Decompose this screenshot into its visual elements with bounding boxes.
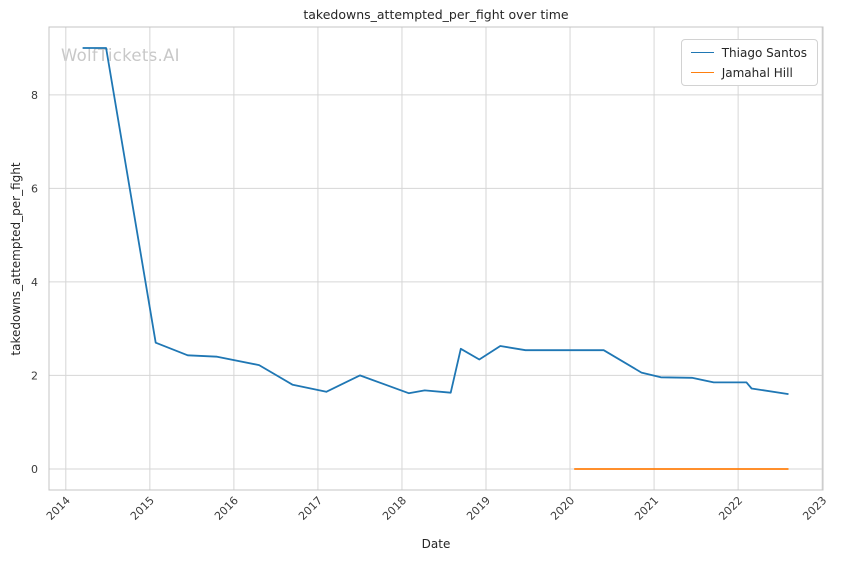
x-tick-label: 2015 [128,494,157,523]
axes-spines [48,26,824,491]
y-tick-label: 8 [31,89,38,102]
x-tick-label: 2018 [380,494,409,523]
x-tick-label: 2016 [212,494,241,523]
x-tick-label: 2023 [800,494,829,523]
legend-line-swatch-jamahal-hill [690,72,714,73]
x-axis-label: Date [421,537,451,551]
x-tick-label: 2014 [44,494,73,523]
x-tick-label: 2019 [464,494,493,523]
y-tick-label: 0 [31,463,38,476]
x-tick-label: 2021 [632,494,661,523]
x-tick-label: 2020 [548,494,577,523]
legend-label: Thiago Santos [721,45,807,60]
y-tick-label: 6 [31,182,38,195]
series-line-thiago-santos [82,47,789,395]
chart-title: takedowns_attempted_per_fight over time [303,7,569,22]
y-tick-label: 4 [31,276,38,289]
x-tick-label: 2017 [296,494,325,523]
legend: Thiago Santos Jamahal Hill [680,39,818,86]
legend-item: Thiago Santos [690,44,807,61]
legend-label: Jamahal Hill [721,65,793,80]
legend-item: Jamahal Hill [690,64,807,81]
legend-line-swatch-thiago-santos [690,52,714,53]
x-tick-label: 2022 [716,494,745,523]
y-tick-label: 2 [31,369,38,382]
